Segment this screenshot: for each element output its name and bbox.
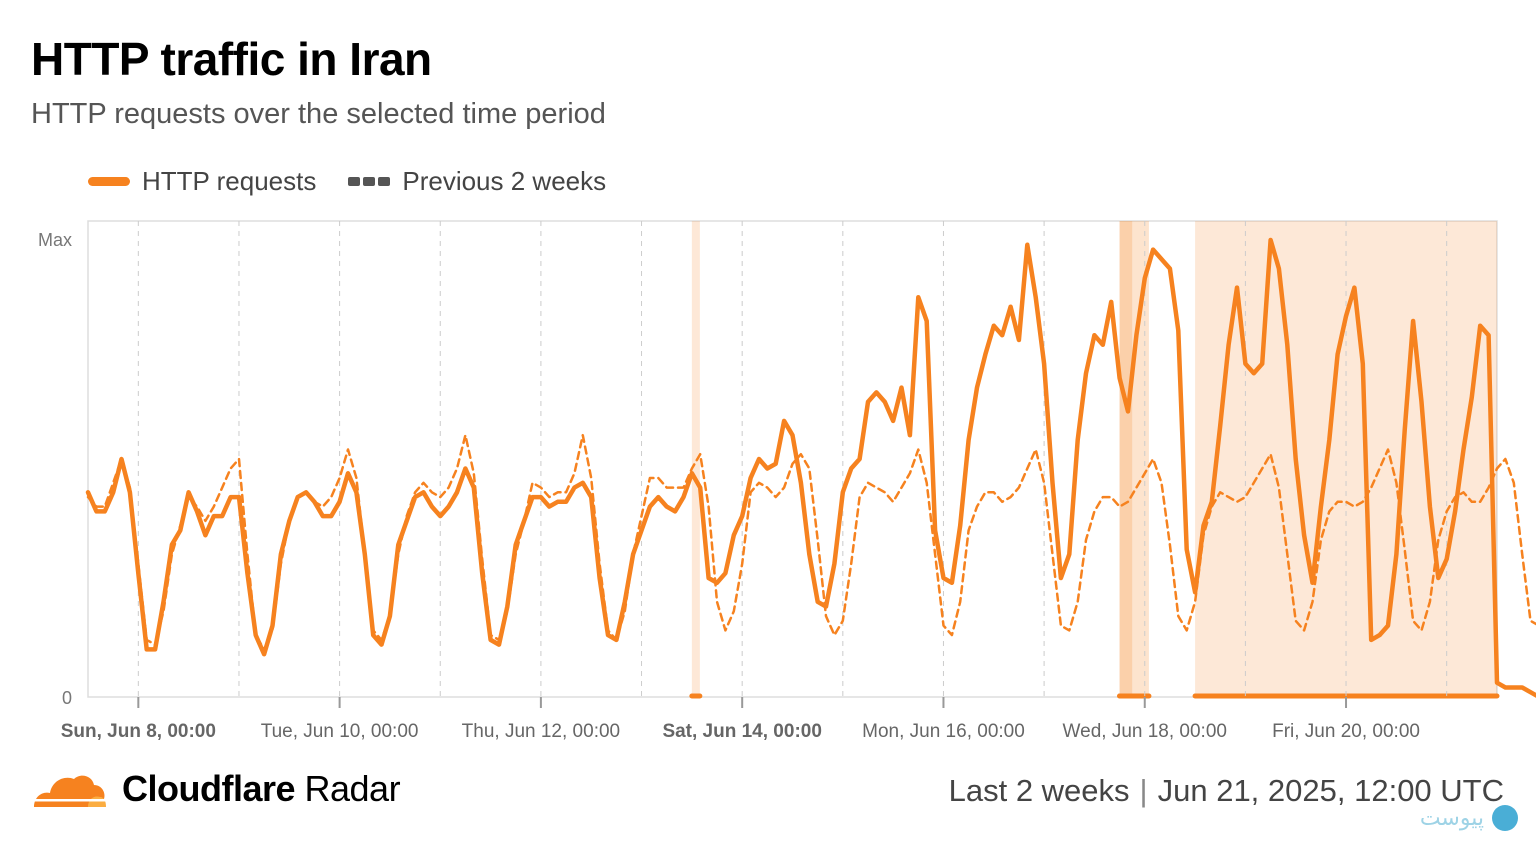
y-tick-label-zero: 0 xyxy=(62,688,72,708)
legend-swatch-solid xyxy=(88,177,130,186)
legend: HTTP requests Previous 2 weeks xyxy=(88,166,638,197)
x-tick-label: Sun, Jun 8, 00:00 xyxy=(61,721,216,742)
legend-item-previous-2-weeks[interactable]: Previous 2 weeks xyxy=(348,166,606,197)
watermark: پیوست xyxy=(1420,805,1518,831)
x-tick-label: Thu, Jun 12, 00:00 xyxy=(462,721,620,742)
watermark-logo-icon xyxy=(1492,805,1518,831)
cloudflare-radar-logo: Cloudflare Radar xyxy=(30,768,401,810)
legend-label: Previous 2 weeks xyxy=(402,166,607,196)
series-line-previous-2-weeks xyxy=(86,433,1536,651)
annotation-band xyxy=(691,221,700,697)
range-label: Last 2 weeks xyxy=(948,773,1130,808)
legend-label: HTTP requests xyxy=(142,166,317,196)
x-tick-label: Wed, Jun 18, 00:00 xyxy=(1063,721,1227,742)
x-tick-label: Sat, Jun 14, 00:00 xyxy=(662,721,821,742)
y-tick-label-max: Max xyxy=(38,230,72,250)
annotation-band xyxy=(1195,221,1497,697)
chart-subtitle: HTTP requests over the selected time per… xyxy=(31,98,606,130)
chart-title: HTTP traffic in Iran xyxy=(31,33,432,85)
brand-suffix: Radar xyxy=(295,768,401,809)
x-tick-label: Mon, Jun 16, 00:00 xyxy=(862,721,1025,742)
plot-frame xyxy=(87,220,1498,698)
legend-item-http-requests[interactable]: HTTP requests xyxy=(88,166,316,197)
legend-swatch-dashed xyxy=(348,177,391,186)
series-line-http-requests xyxy=(85,237,1536,698)
watermark-text: پیوست xyxy=(1419,805,1484,831)
brand-name: Cloudflare xyxy=(122,768,296,809)
cloudflare-cloud-icon xyxy=(30,775,108,807)
annotation-band xyxy=(1119,221,1149,697)
timestamp: Jun 21, 2025, 12:00 UTC xyxy=(1157,773,1504,808)
x-tick-label: Fri, Jun 20, 00:00 xyxy=(1272,721,1420,742)
time-range-info: Last 2 weeks | Jun 21, 2025, 12:00 UTC xyxy=(948,773,1504,808)
x-tick-label: Tue, Jun 10, 00:00 xyxy=(261,721,419,742)
annotation-band xyxy=(1119,221,1133,697)
